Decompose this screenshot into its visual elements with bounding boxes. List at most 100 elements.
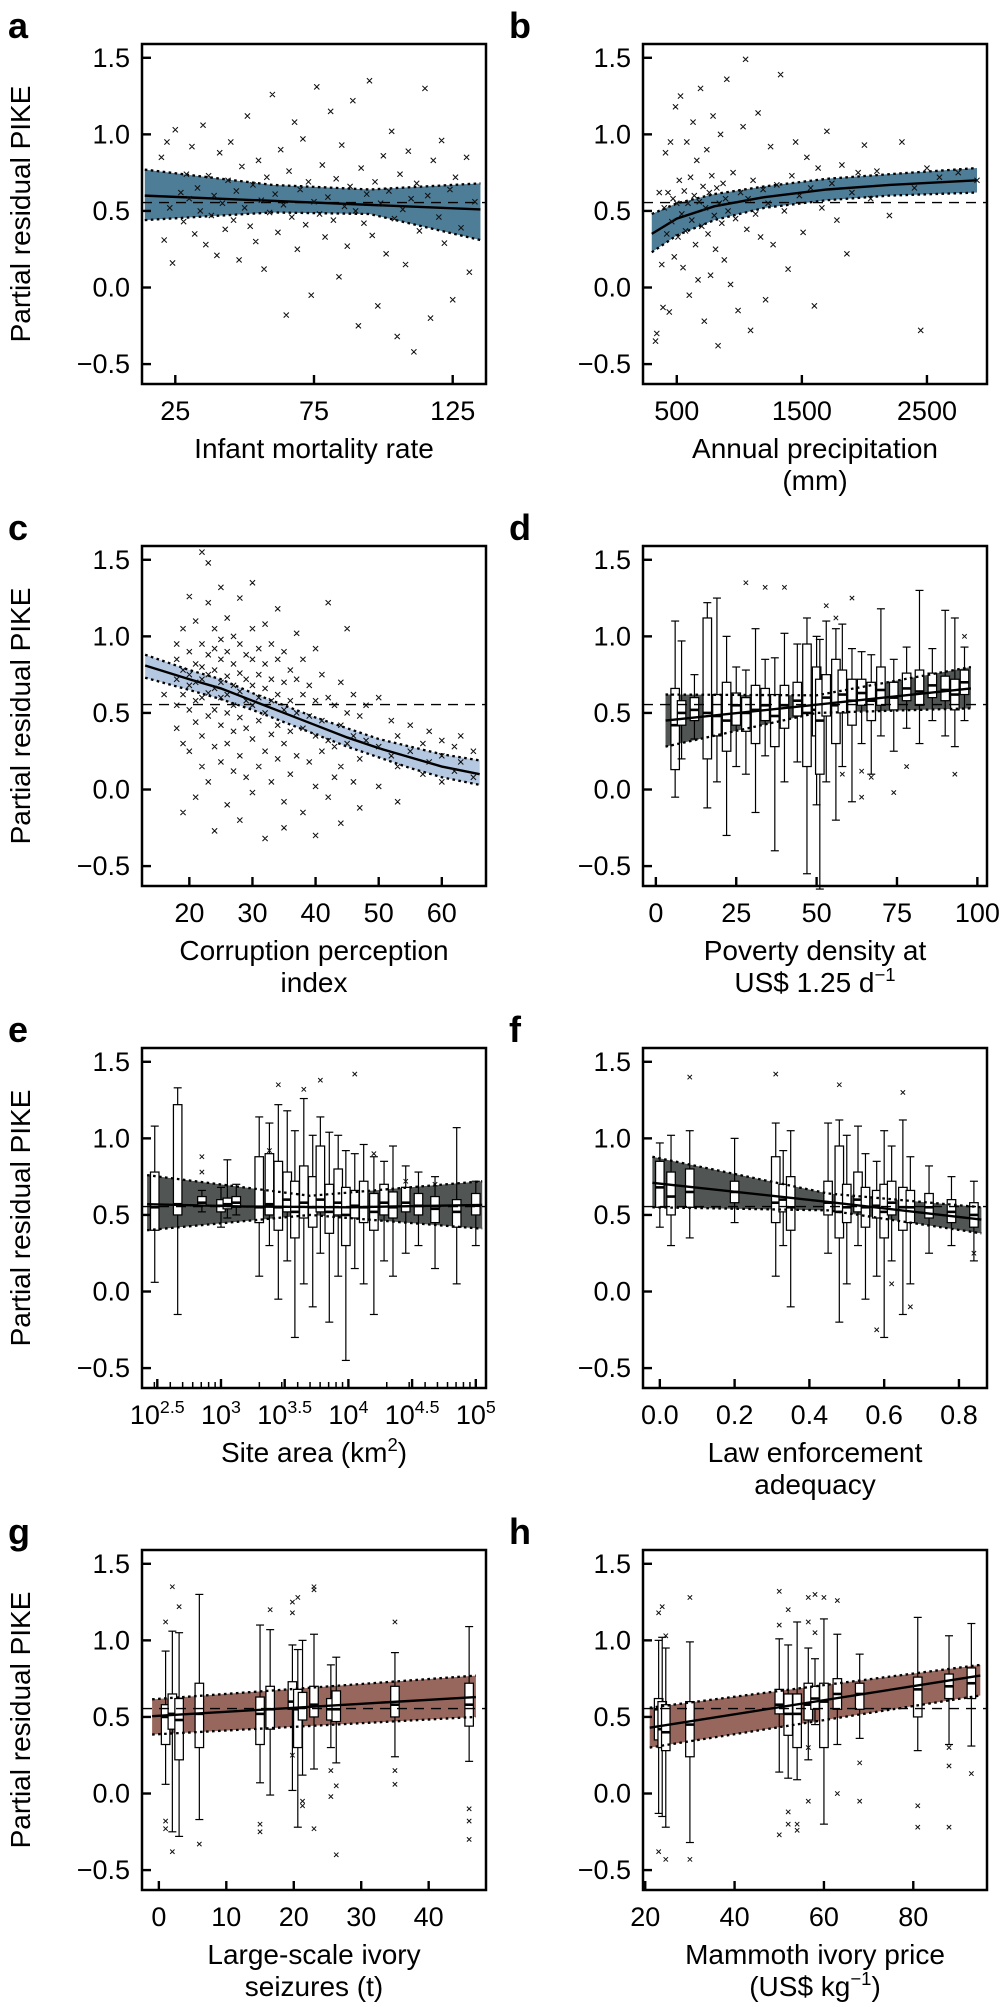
svg-text:104: 104 — [328, 1397, 368, 1430]
svg-text:−0.5: −0.5 — [77, 1855, 130, 1885]
svg-text:1.5: 1.5 — [593, 43, 631, 73]
svg-text:1.5: 1.5 — [593, 1549, 631, 1579]
svg-text:−0.5: −0.5 — [578, 349, 631, 379]
svg-text:Mammoth ivory price: Mammoth ivory price — [685, 1939, 945, 1970]
svg-text:1.0: 1.0 — [92, 621, 130, 651]
panel-g-letter: g — [8, 1511, 30, 1552]
svg-text:10: 10 — [211, 1902, 241, 1932]
svg-text:50: 50 — [364, 898, 394, 928]
svg-text:−0.5: −0.5 — [578, 1855, 631, 1885]
svg-text:1.0: 1.0 — [92, 1625, 130, 1655]
svg-text:0.2: 0.2 — [716, 1400, 754, 1430]
svg-text:0.0: 0.0 — [593, 1779, 631, 1809]
svg-text:0: 0 — [151, 1902, 166, 1932]
svg-text:Large-scale ivory: Large-scale ivory — [207, 1939, 420, 1970]
svg-text:104.5: 104.5 — [385, 1397, 440, 1430]
panel-e-letter: e — [8, 1009, 29, 1050]
svg-text:30: 30 — [237, 898, 267, 928]
svg-text:0.5: 0.5 — [593, 1702, 631, 1732]
svg-text:80: 80 — [898, 1902, 928, 1932]
svg-text:25: 25 — [721, 898, 751, 928]
svg-text:0.0: 0.0 — [593, 1277, 631, 1307]
panel-a-letter: a — [8, 5, 29, 46]
svg-text:20: 20 — [174, 898, 204, 928]
svg-text:(US$ kg−1): (US$ kg−1) — [749, 1968, 881, 2002]
svg-text:0.5: 0.5 — [593, 698, 631, 728]
svg-text:Site area (km2): Site area (km2) — [221, 1434, 407, 1468]
svg-text:Partial residual PIKE: Partial residual PIKE — [5, 1090, 36, 1347]
svg-text:500: 500 — [654, 396, 699, 426]
panel-c: c 1.5 1.0 0.5 0.0 −0.5 20 30 40 50 60 Corruption p… — [0, 502, 501, 1004]
svg-text:102.5: 102.5 — [130, 1397, 185, 1430]
svg-text:US$ 1.25 d−1: US$ 1.25 d−1 — [734, 964, 895, 998]
svg-text:1.0: 1.0 — [593, 1123, 631, 1153]
panel-h-letter: h — [509, 1511, 531, 1552]
svg-text:0.5: 0.5 — [593, 1200, 631, 1230]
svg-text:1.0: 1.0 — [92, 1123, 130, 1153]
panel-c-letter: c — [8, 507, 29, 548]
svg-text:125: 125 — [430, 396, 475, 426]
panel-e: e 1.5 1.0 0.5 0.0 −0.5 102.5 103 103.5 104 104.5 1… — [0, 1004, 501, 1506]
panel-a-scatter-plot: 1.5 1.0 0.5 0.0 −0.5 25 75 125 Infant mortality … — [5, 42, 488, 464]
svg-text:40: 40 — [414, 1902, 444, 1932]
svg-text:40: 40 — [301, 898, 331, 928]
svg-text:105: 105 — [456, 1397, 496, 1430]
svg-text:60: 60 — [427, 898, 457, 928]
svg-text:60: 60 — [809, 1902, 839, 1932]
svg-text:1500: 1500 — [772, 396, 832, 426]
svg-text:100: 100 — [955, 898, 1000, 928]
svg-text:20: 20 — [630, 1902, 660, 1932]
svg-text:Partial residual PIKE: Partial residual PIKE — [5, 1592, 36, 1849]
svg-text:index: index — [281, 967, 348, 998]
svg-text:0.0: 0.0 — [92, 1277, 130, 1307]
svg-text:0.8: 0.8 — [940, 1400, 978, 1430]
svg-text:0.0: 0.0 — [92, 775, 130, 805]
svg-text:0.5: 0.5 — [92, 1702, 130, 1732]
svg-text:0.0: 0.0 — [92, 273, 130, 303]
panel-b: b 1.5 1.0 0.5 0.0 −0.5 500 1500 2500 Annual prec… — [501, 0, 1002, 502]
svg-text:0.0: 0.0 — [641, 1400, 679, 1430]
svg-text:50: 50 — [802, 898, 832, 928]
svg-text:0.5: 0.5 — [593, 196, 631, 226]
svg-text:103.5: 103.5 — [257, 1397, 312, 1430]
svg-text:1.5: 1.5 — [92, 1549, 130, 1579]
svg-text:40: 40 — [720, 1902, 750, 1932]
panel-g-boxplot: 1.5 1.0 0.5 0.0 −0.5 0 10 20 30 40 Large-scale ivo… — [5, 1548, 488, 2002]
svg-text:0: 0 — [648, 898, 663, 928]
panel-b-letter: b — [509, 5, 531, 46]
svg-text:Annual precipitation: Annual precipitation — [692, 433, 938, 464]
svg-text:Poverty density at: Poverty density at — [704, 935, 927, 966]
svg-text:0.5: 0.5 — [92, 196, 130, 226]
svg-text:0.5: 0.5 — [92, 1200, 130, 1230]
svg-text:Corruption perception: Corruption perception — [179, 935, 448, 966]
svg-text:25: 25 — [160, 396, 190, 426]
svg-text:Law enforcement: Law enforcement — [708, 1437, 923, 1468]
svg-text:0.5: 0.5 — [92, 698, 130, 728]
svg-text:2500: 2500 — [897, 396, 957, 426]
svg-text:−0.5: −0.5 — [578, 1353, 631, 1383]
svg-text:Partial residual PIKE: Partial residual PIKE — [5, 588, 36, 845]
svg-text:1.0: 1.0 — [593, 1625, 631, 1655]
svg-text:0.0: 0.0 — [92, 1779, 130, 1809]
svg-text:30: 30 — [346, 1902, 376, 1932]
svg-text:1.0: 1.0 — [92, 119, 130, 149]
svg-text:−0.5: −0.5 — [77, 349, 130, 379]
svg-text:0.4: 0.4 — [791, 1400, 829, 1430]
svg-text:Partial residual PIKE: Partial residual PIKE — [5, 86, 36, 343]
svg-text:−0.5: −0.5 — [77, 851, 130, 881]
svg-text:−0.5: −0.5 — [578, 851, 631, 881]
svg-text:0.6: 0.6 — [865, 1400, 903, 1430]
svg-text:20: 20 — [279, 1902, 309, 1932]
svg-text:Infant mortality rate: Infant mortality rate — [194, 433, 434, 464]
panel-h: h 1.5 1.0 0.5 0.0 −0.5 20 40 60 80 Mammoth ivory … — [501, 1506, 1002, 2007]
svg-text:−0.5: −0.5 — [77, 1353, 130, 1383]
panel-f-letter: f — [509, 1009, 521, 1050]
svg-text:0.0: 0.0 — [593, 775, 631, 805]
svg-text:0.0: 0.0 — [593, 273, 631, 303]
svg-text:1.5: 1.5 — [593, 1047, 631, 1077]
svg-text:(mm): (mm) — [782, 465, 847, 496]
svg-text:1.5: 1.5 — [92, 545, 130, 575]
panel-d-boxplot: 1.5 1.0 0.5 0.0 −0.5 0 25 50 75 100 Poverty densit… — [578, 544, 1000, 998]
panel-b-scatter-plot: 1.5 1.0 0.5 0.0 −0.5 500 1500 2500 Annual precip… — [578, 42, 989, 496]
